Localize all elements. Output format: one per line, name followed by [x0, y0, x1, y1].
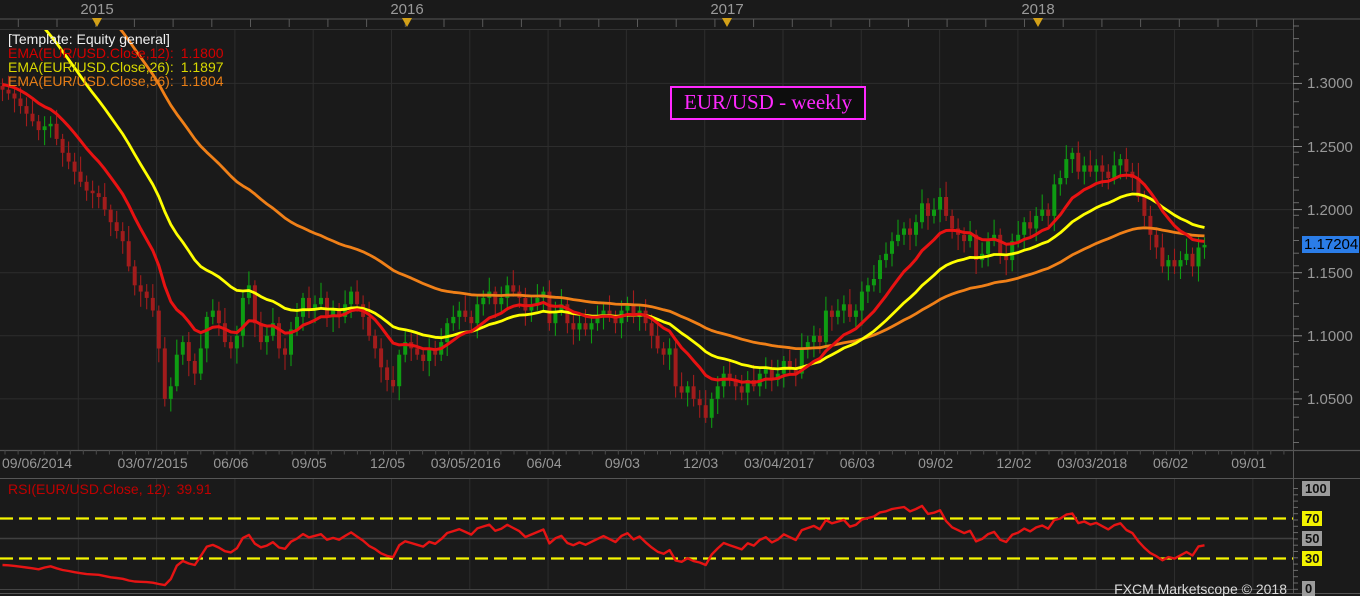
rsi-threshold-lines — [0, 517, 1293, 560]
timeline-year-label: 2018 — [1021, 1, 1055, 18]
axis-frame — [0, 18, 1360, 594]
candlestick-series — [0, 75, 1207, 428]
date-axis-label: 09/01 — [1231, 455, 1267, 471]
timeline-axis[interactable] — [0, 0, 1360, 19]
date-axis-label: 12/02 — [996, 455, 1032, 471]
date-axis-label: 09/03 — [604, 455, 640, 471]
timeline-year-label: 2016 — [390, 1, 424, 18]
rsi-axis-label: 0 — [1302, 581, 1316, 596]
template-label: [Template: Equity general] — [8, 31, 170, 47]
ema56-legend-item[interactable]: EMA(EUR/USD.Close,56): 1.1804 — [8, 73, 224, 89]
price-axis-label: 1.0500 — [1307, 390, 1353, 408]
ema12-line — [2, 82, 1205, 384]
rsi-legend-value: 39.91 — [176, 481, 212, 497]
rsi-line — [2, 504, 1205, 587]
date-axis-label: 12/05 — [369, 455, 406, 471]
gridlines — [0, 30, 1293, 589]
ema12-legend-label: EMA(EUR/USD.Close,12): — [8, 45, 174, 61]
date-axis-label: 06/02 — [1152, 455, 1189, 471]
timeline-year-marker-icon — [92, 18, 102, 27]
date-axis-label: 09/02 — [918, 455, 954, 471]
date-axis-label: 06/04 — [526, 455, 562, 471]
current-price-tag: 1.17204 — [1302, 236, 1359, 254]
rsi-axis-label: 30 — [1302, 551, 1323, 566]
rsi-legend-item[interactable]: RSI(EUR/USD.Close, 12): 39.91 — [8, 481, 212, 497]
price-axis-label: 1.3000 — [1307, 75, 1353, 93]
date-axis-label: 03/03/2018 — [1057, 455, 1128, 471]
date-axis-label: 03/07/2015 — [117, 455, 188, 471]
timeline-year-marker-icon — [722, 18, 732, 27]
timeline-year-marker-icon — [402, 18, 412, 27]
date-axis-label: 06/06 — [213, 455, 249, 471]
price-axis-label: 1.2500 — [1307, 138, 1353, 156]
ema26-legend-item[interactable]: EMA(EUR/USD.Close,26): 1.1897 — [8, 59, 224, 75]
price-axis-label: 1.1500 — [1307, 264, 1353, 282]
ema56-line — [119, 30, 1205, 351]
date-axis-label: 12/03 — [683, 455, 719, 471]
rsi-legend-label: RSI(EUR/USD.Close, 12): — [8, 481, 171, 497]
ema26-legend-label: EMA(EUR/USD.Close,26): — [8, 59, 174, 75]
ema56-legend-value: 1.1804 — [180, 73, 224, 89]
chart-title-annotation[interactable]: EUR/USD - weekly — [670, 86, 866, 120]
date-axis-label: 09/06/2014 — [2, 455, 73, 471]
ema12-legend-value: 1.1800 — [180, 45, 224, 61]
date-axis-label: 03/05/2016 — [430, 455, 501, 471]
ema56-legend-label: EMA(EUR/USD.Close,56): — [8, 73, 174, 89]
timeline-year-label: 2015 — [80, 1, 114, 18]
timeline-year-marker-icon — [1033, 18, 1043, 27]
date-axis-label: 09/05 — [291, 455, 327, 471]
date-axis-label: 06/03 — [839, 455, 875, 471]
ema26-legend-value: 1.1897 — [180, 59, 224, 75]
rsi-axis-label: 70 — [1302, 511, 1323, 526]
price-axis-label: 1.1000 — [1307, 327, 1353, 345]
price-axis-label: 1.2000 — [1307, 201, 1353, 219]
watermark-copyright: FXCM Marketscope © 2018 — [1114, 581, 1287, 596]
rsi-axis-label: 100 — [1302, 481, 1330, 496]
timeline-year-label: 2017 — [710, 1, 744, 18]
rsi-axis-label: 50 — [1302, 531, 1323, 546]
ema12-legend-item[interactable]: EMA(EUR/USD.Close,12): 1.1800 — [8, 45, 224, 61]
date-axis-label: 03/04/2017 — [743, 455, 815, 471]
